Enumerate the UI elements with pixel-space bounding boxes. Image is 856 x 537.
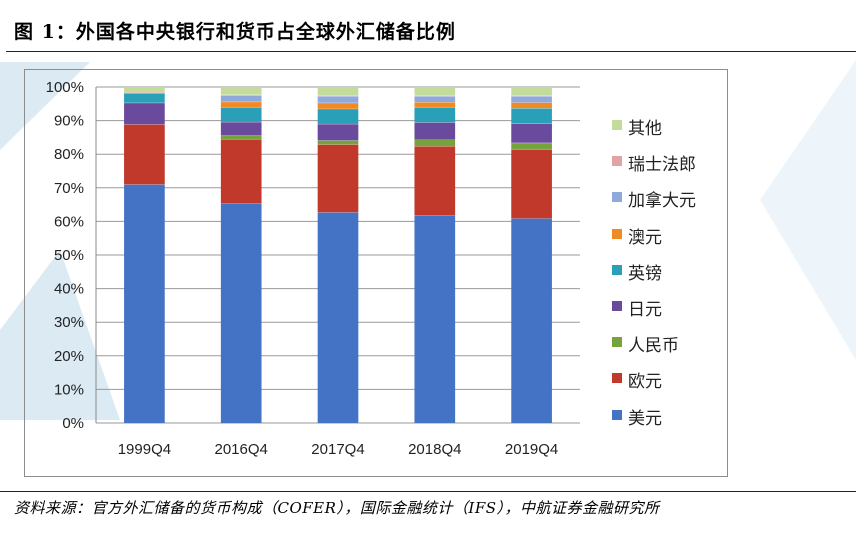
bar-segment [414, 87, 456, 96]
legend-swatch [612, 264, 622, 275]
bar-segment [124, 87, 165, 93]
bar-segment [414, 146, 456, 216]
bar-segment [414, 107, 456, 123]
bar-segment [511, 87, 552, 96]
bar-segment [511, 149, 552, 219]
bar-segment [220, 95, 262, 102]
bar-segment [414, 139, 456, 147]
legend-label: 瑞士法郎 [628, 155, 696, 176]
bar-segment [220, 203, 262, 423]
bar-segment [220, 101, 262, 108]
bar-segment [124, 184, 165, 423]
legend-label: 其他 [628, 119, 662, 139]
legend-label: 人民币 [628, 336, 679, 357]
legend-label: 日元 [628, 300, 662, 320]
bar-segment [511, 123, 552, 143]
bar-segment [317, 123, 359, 141]
legend-swatch [612, 228, 622, 239]
bar-segment [220, 121, 262, 136]
bar-segment [317, 95, 359, 97]
bar-segment [414, 96, 456, 103]
y-tick-label: 0% [62, 415, 84, 432]
x-tick-label: 2017Q4 [311, 441, 364, 458]
chart-frame [24, 69, 728, 477]
bar-segment [124, 93, 165, 103]
bar-segment [317, 108, 359, 124]
bar-segment [317, 87, 359, 96]
bar-segment [511, 108, 552, 124]
legend-item: 人民币 [612, 331, 732, 356]
bar-segment [511, 102, 552, 109]
bar-segment [317, 144, 359, 213]
legend-label: 欧元 [628, 372, 662, 393]
bar-segment [220, 135, 262, 140]
bar-segment [317, 96, 359, 103]
y-tick-label: 30% [54, 314, 84, 331]
title-divider [6, 51, 856, 52]
source-divider [0, 491, 856, 492]
legend-item: 其他 [612, 114, 732, 139]
bar-segment [511, 142, 552, 150]
bar-segment [220, 87, 262, 95]
bar-segment [220, 139, 262, 204]
legend-item: 瑞士法郎 [612, 150, 732, 175]
legend-item: 英镑 [612, 259, 732, 284]
bar-segment [511, 218, 552, 423]
y-tick-label: 20% [54, 348, 84, 365]
legend-label: 英镑 [628, 263, 662, 284]
legend-swatch [612, 156, 622, 167]
legend-swatch [612, 301, 622, 311]
y-tick-label: 100% [46, 79, 84, 96]
x-tick-label: 2018Q4 [408, 441, 461, 458]
bar-segment [124, 102, 165, 125]
legend-swatch [612, 409, 622, 420]
y-tick-label: 40% [54, 281, 84, 298]
bar-segment [317, 212, 359, 423]
y-tick-label: 60% [54, 213, 84, 230]
legend-label: 澳元 [628, 227, 662, 248]
legend-item: 欧元 [612, 367, 732, 392]
watermark-shape-top [0, 62, 90, 150]
figure-title: 图 1：外国各中央银行和货币占全球外汇储备比例 [14, 21, 456, 43]
legend-item: 澳元 [612, 223, 732, 248]
legend-swatch [612, 120, 622, 130]
legend-label: 美元 [628, 408, 662, 429]
bar-segment [414, 122, 456, 140]
watermark-shape-right [760, 60, 856, 360]
y-tick-label: 70% [54, 180, 84, 197]
y-tick-label: 10% [54, 381, 84, 398]
x-tick-label: 2019Q4 [505, 441, 558, 458]
bar-segment [511, 96, 552, 103]
legend-item: 美元 [612, 404, 732, 429]
bar-segment [317, 102, 359, 109]
legend-item: 日元 [612, 295, 732, 320]
legend-swatch [612, 337, 622, 348]
y-tick-label: 80% [54, 146, 84, 163]
x-tick-label: 1999Q4 [118, 441, 171, 458]
x-tick-label: 2016Q4 [215, 441, 268, 458]
legend-item: 加拿大元 [612, 186, 732, 211]
bar-segment [124, 124, 165, 185]
bar-segment [220, 107, 262, 122]
bar-segment [414, 215, 456, 423]
y-tick-label: 90% [54, 113, 84, 130]
y-tick-label: 50% [54, 247, 84, 264]
bar-segment [414, 102, 456, 108]
legend-swatch [612, 192, 622, 203]
watermark-shape-bottom [0, 250, 120, 420]
legend-label: 加拿大元 [628, 191, 696, 212]
bar-segment [220, 94, 262, 96]
bar-segment [317, 140, 359, 145]
source-note: 资料来源：官方外汇储备的货币构成（COFER），国际金融统计（IFS），中航证券… [14, 499, 660, 517]
bar-segment [124, 92, 165, 94]
legend-swatch [612, 373, 622, 384]
